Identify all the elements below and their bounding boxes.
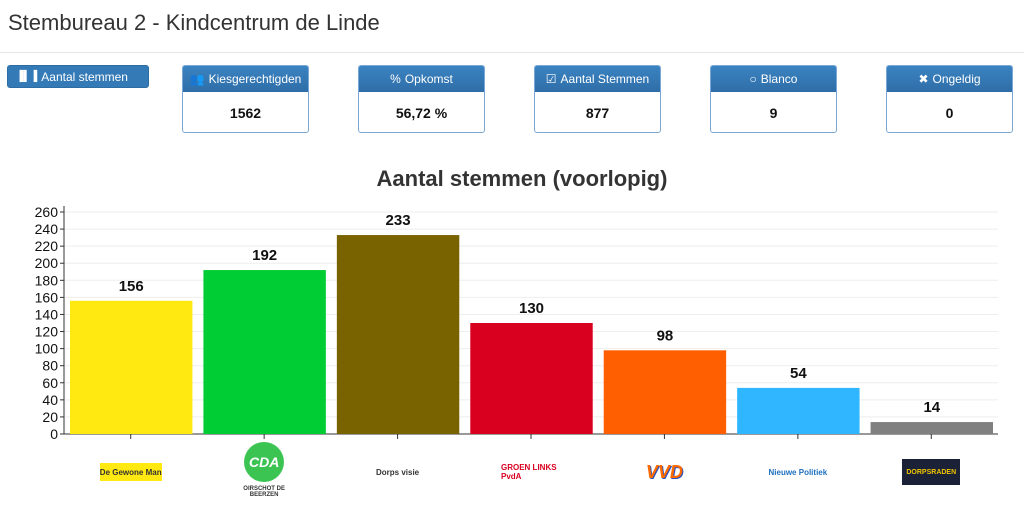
stat-card-kiesgerechtigden: 👥 Kiesgerechtigden 1562 <box>182 65 309 133</box>
bar-dorpsvisie <box>336 235 460 434</box>
data-label: 192 <box>252 247 277 264</box>
data-label: 54 <box>790 365 807 382</box>
card-value: 9 <box>769 105 778 121</box>
data-label: 130 <box>519 300 544 317</box>
y-tick-label: 220 <box>35 238 59 254</box>
bar-groenlinks-pvda <box>470 323 593 434</box>
card-header: ☑ Aantal Stemmen <box>535 66 660 92</box>
y-tick-label: 180 <box>35 272 59 288</box>
users-icon: 👥 <box>189 72 205 86</box>
data-label: 233 <box>386 212 411 229</box>
chart-title: Aantal stemmen (voorlopig) <box>377 166 668 191</box>
card-label: Ongeldig <box>932 72 981 86</box>
party-logo-de-gewone-man: De Gewone Man <box>99 463 162 481</box>
cda-logo-circle: CDA <box>244 442 285 482</box>
card-header: 👥 Kiesgerechtigden <box>183 66 308 92</box>
card-header: ✖ Ongeldig <box>887 66 1012 92</box>
party-logo-groenlinks-pvda: GROEN LINKS PvdA <box>501 463 561 481</box>
logo-subtext: OIRSCHOT DE BEERZEN <box>243 486 285 498</box>
y-tick-label: 80 <box>42 358 58 374</box>
y-tick-label: 200 <box>35 255 59 271</box>
y-tick-label: 0 <box>50 426 58 442</box>
stat-card-ongeldig: ✖ Ongeldig 0 <box>886 65 1013 133</box>
card-label: Blanco <box>760 72 798 86</box>
party-logo-vvd: VVD <box>645 461 683 482</box>
y-tick-label: 120 <box>35 324 59 340</box>
y-tick-label: 60 <box>42 375 58 391</box>
bar-de-gewone-man <box>70 300 193 434</box>
check-square-icon: ☑ <box>545 72 557 86</box>
card-label: Aantal Stemmen <box>560 72 650 86</box>
bar-chart: Aantal stemmen (voorlopig) 02040608010012… <box>35 166 998 442</box>
y-tick-label: 100 <box>35 341 59 357</box>
y-tick-label: 260 <box>35 204 59 220</box>
card-header: ○ Blanco <box>711 66 836 92</box>
bar-cda <box>203 270 326 434</box>
card-header: % Opkomst <box>359 66 484 92</box>
close-icon: ✖ <box>918 72 929 86</box>
aantal-stemmen-button[interactable]: ▐▌▐ Aantal stemmen <box>7 65 149 88</box>
stat-card-blanco: ○ Blanco 9 <box>710 65 837 133</box>
stat-card-opkomst: % Opkomst 56,72 % <box>358 65 485 133</box>
data-label: 156 <box>119 278 144 295</box>
y-tick-label: 240 <box>35 221 59 237</box>
y-tick-label: 40 <box>42 392 58 408</box>
card-label: Opkomst <box>404 72 453 86</box>
bar-dorpsraden <box>870 422 993 434</box>
data-label: 14 <box>923 399 940 416</box>
y-tick-label: 160 <box>35 289 59 305</box>
party-logo-cda: CDA OIRSCHOT DE BEERZEN <box>242 442 286 498</box>
y-tick-label: 140 <box>35 306 59 322</box>
card-value: 56,72 % <box>395 105 448 121</box>
bar-vvd <box>603 350 727 434</box>
party-logo-dorpsvisie: Dorps visie <box>367 463 428 481</box>
card-value: 877 <box>585 105 610 121</box>
card-value: 1562 <box>229 105 262 121</box>
party-logo-nieuwe-politiek: Nieuwe Politiek <box>767 463 828 481</box>
button-label: Aantal stemmen <box>41 69 128 84</box>
bar-nieuwe-politiek <box>737 387 860 434</box>
card-value: 0 <box>945 105 954 121</box>
data-label: 98 <box>657 327 674 344</box>
bar-chart-icon: ▐▌▐ <box>16 71 38 82</box>
stat-card-aantal-stemmen: ☑ Aantal Stemmen 877 <box>534 65 661 133</box>
percent-icon: % <box>390 72 401 86</box>
page-title: Stembureau 2 - Kindcentrum de Linde <box>8 10 380 35</box>
divider <box>0 52 1024 53</box>
y-tick-label: 20 <box>42 409 58 425</box>
circle-icon: ○ <box>749 72 757 86</box>
party-logo-dorpsraden: DORPSRADEN <box>902 459 961 485</box>
card-label: Kiesgerechtigden <box>208 72 302 86</box>
